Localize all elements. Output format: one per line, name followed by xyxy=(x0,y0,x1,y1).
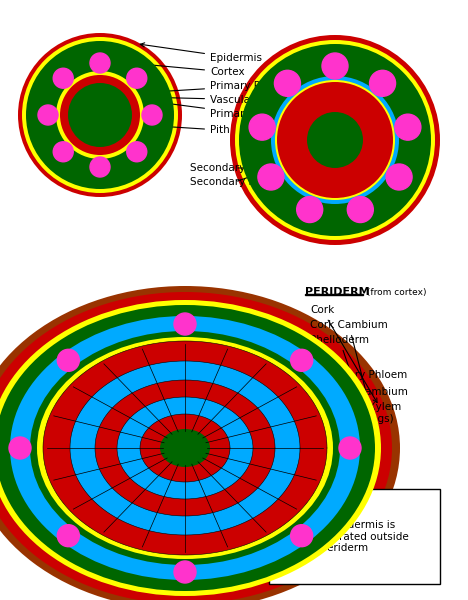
Ellipse shape xyxy=(0,305,375,591)
Text: (from cortex): (from cortex) xyxy=(364,287,426,296)
Circle shape xyxy=(291,524,313,547)
Circle shape xyxy=(395,114,421,140)
Circle shape xyxy=(297,197,323,223)
Circle shape xyxy=(38,105,58,125)
Ellipse shape xyxy=(0,292,392,600)
Circle shape xyxy=(258,164,284,190)
Ellipse shape xyxy=(140,414,230,482)
Ellipse shape xyxy=(26,41,174,189)
Text: Cork: Cork xyxy=(310,305,377,403)
Text: Secondary Phloem: Secondary Phloem xyxy=(310,370,407,454)
Text: Vascular Cambium: Vascular Cambium xyxy=(65,93,308,105)
Circle shape xyxy=(291,349,313,371)
Ellipse shape xyxy=(68,83,132,147)
Circle shape xyxy=(57,524,80,547)
Circle shape xyxy=(347,197,373,223)
Text: Primary Xylem: Primary Xylem xyxy=(75,90,286,119)
Circle shape xyxy=(90,53,110,73)
Ellipse shape xyxy=(235,40,435,240)
Ellipse shape xyxy=(160,429,210,467)
Ellipse shape xyxy=(307,112,363,168)
Text: Pith: Pith xyxy=(114,121,230,135)
Ellipse shape xyxy=(56,71,144,159)
Text: Vascular Cambium: Vascular Cambium xyxy=(310,387,408,455)
Circle shape xyxy=(339,437,361,459)
Circle shape xyxy=(57,349,80,371)
Ellipse shape xyxy=(60,75,140,155)
Text: Secondary Xylem: Secondary Xylem xyxy=(190,163,281,173)
Ellipse shape xyxy=(117,397,253,499)
Circle shape xyxy=(249,114,275,140)
Ellipse shape xyxy=(230,35,440,245)
Text: Phelloderm: Phelloderm xyxy=(310,335,369,419)
Circle shape xyxy=(127,142,147,162)
Ellipse shape xyxy=(43,341,327,555)
Circle shape xyxy=(274,70,300,97)
Circle shape xyxy=(142,105,162,125)
Circle shape xyxy=(370,70,395,97)
Text: Secondary Xylem
(4 growth rings): Secondary Xylem (4 growth rings) xyxy=(288,402,401,455)
Ellipse shape xyxy=(277,82,393,198)
Circle shape xyxy=(386,164,412,190)
Ellipse shape xyxy=(10,316,360,580)
Ellipse shape xyxy=(30,331,340,565)
Bar xyxy=(305,294,363,295)
Text: Primary Phloem: Primary Phloem xyxy=(53,81,292,100)
Ellipse shape xyxy=(271,76,399,204)
Ellipse shape xyxy=(22,37,178,193)
Text: Cork Cambium: Cork Cambium xyxy=(310,320,388,413)
Ellipse shape xyxy=(0,300,381,596)
Ellipse shape xyxy=(95,380,275,516)
Ellipse shape xyxy=(239,44,431,236)
Text: Epidermis: Epidermis xyxy=(140,43,262,63)
Circle shape xyxy=(174,313,196,335)
Circle shape xyxy=(53,68,73,88)
Text: Note: Epidermis is
degenerated outside
the periderm: Note: Epidermis is degenerated outside t… xyxy=(300,520,409,553)
Ellipse shape xyxy=(275,80,395,200)
Circle shape xyxy=(90,157,110,177)
Ellipse shape xyxy=(37,337,333,559)
Ellipse shape xyxy=(18,33,182,197)
Ellipse shape xyxy=(70,361,300,535)
Text: Secondary Phloem: Secondary Phloem xyxy=(190,177,287,187)
Circle shape xyxy=(322,53,348,79)
Circle shape xyxy=(9,437,31,459)
Text: Xylem Ray: Xylem Ray xyxy=(259,450,366,469)
Text: Cortex: Cortex xyxy=(310,473,360,510)
Text: PERIDERM: PERIDERM xyxy=(305,287,370,297)
Circle shape xyxy=(174,561,196,583)
Circle shape xyxy=(53,142,73,162)
Text: Cortex: Cortex xyxy=(146,63,245,77)
Ellipse shape xyxy=(285,90,385,190)
Ellipse shape xyxy=(0,286,400,600)
Circle shape xyxy=(127,68,147,88)
